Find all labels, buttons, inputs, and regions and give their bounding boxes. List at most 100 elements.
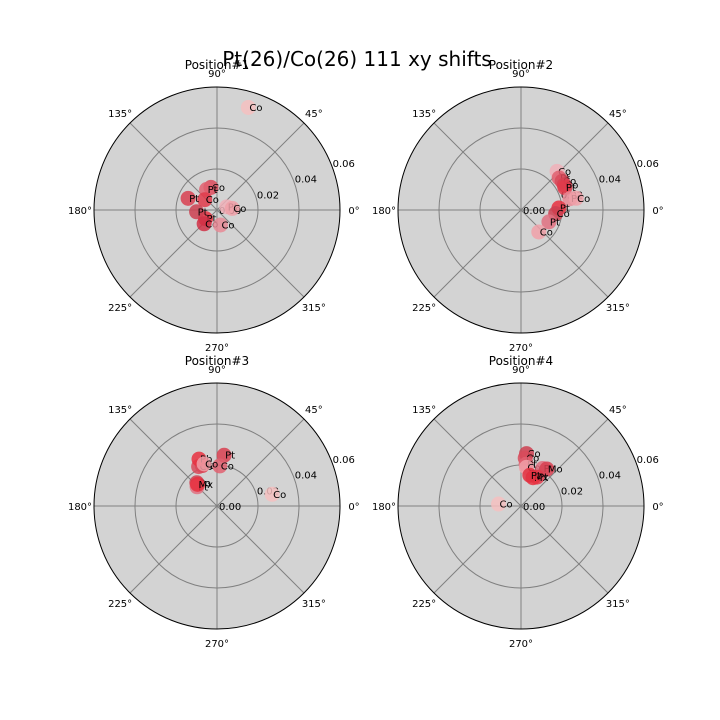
polar-panel: 0°45°90°135°180°225°270°315°0.000.020.04… xyxy=(68,58,360,354)
data-point-label: Co xyxy=(526,454,539,465)
r-tick-label: 0.04 xyxy=(295,471,317,482)
r-tick-label: 0.06 xyxy=(637,159,659,170)
theta-tick-label: 45° xyxy=(609,405,627,416)
r-tick-label: 0.06 xyxy=(333,159,355,170)
r-tick-label: 0.06 xyxy=(637,455,659,466)
r-tick-label: 0.00 xyxy=(523,502,545,513)
theta-grid-spoke xyxy=(216,122,305,211)
theta-tick-label: 315° xyxy=(302,303,326,314)
data-point-label: Pt xyxy=(538,473,548,484)
data-point-label: Mx xyxy=(199,480,214,491)
r-tick-label: 0.04 xyxy=(295,175,317,186)
polar-panel: 0°45°90°135°180°225°270°315°0.000.020.04… xyxy=(372,354,664,650)
data-point xyxy=(541,214,557,230)
theta-tick-label: 45° xyxy=(305,405,323,416)
theta-tick-label: 0° xyxy=(348,206,359,217)
data-point-label: Co xyxy=(212,183,225,194)
data-point xyxy=(196,456,212,472)
data-point-label: Co xyxy=(577,194,590,205)
data-point-label: Pt xyxy=(550,217,560,228)
data-point-label: Pt xyxy=(189,194,199,205)
theta-tick-label: 0° xyxy=(348,502,359,513)
theta-grid-spoke xyxy=(433,209,522,298)
data-point-label: Co xyxy=(205,459,218,470)
theta-grid-spoke xyxy=(520,209,609,298)
panel-title: Position#3 xyxy=(185,354,249,368)
data-point xyxy=(491,496,507,512)
theta-tick-label: 90° xyxy=(512,69,530,80)
theta-tick-label: 180° xyxy=(372,206,396,217)
theta-grid-spoke xyxy=(129,505,218,594)
polar-frame xyxy=(93,382,341,630)
theta-tick-label: 135° xyxy=(108,405,132,416)
theta-grid-spoke xyxy=(433,418,522,507)
data-point xyxy=(568,190,584,206)
data-point-label: Pt xyxy=(207,214,217,225)
theta-tick-label: 135° xyxy=(108,109,132,120)
theta-grid-spoke xyxy=(520,122,609,211)
data-point-label: Pt xyxy=(225,451,235,462)
theta-tick-label: 45° xyxy=(305,109,323,120)
data-point xyxy=(189,204,205,220)
data-point-label: Mo xyxy=(548,465,563,476)
data-point xyxy=(197,192,213,208)
theta-grid-spoke xyxy=(520,505,609,594)
theta-tick-label: 270° xyxy=(205,639,229,650)
data-point-label: Pt xyxy=(531,471,541,482)
data-point-label: Co xyxy=(273,490,286,501)
data-point-label: Co xyxy=(500,500,513,511)
data-point-label: Co xyxy=(558,167,571,178)
theta-tick-label: 225° xyxy=(108,303,132,314)
theta-tick-label: 270° xyxy=(205,343,229,354)
theta-tick-label: 225° xyxy=(412,303,436,314)
polar-frame xyxy=(93,86,341,334)
theta-tick-label: 135° xyxy=(412,405,436,416)
theta-tick-label: 0° xyxy=(652,206,663,217)
data-point-label: Co xyxy=(557,209,570,220)
theta-tick-label: 315° xyxy=(302,599,326,610)
theta-tick-label: 90° xyxy=(512,365,530,376)
theta-grid-spoke xyxy=(216,505,305,594)
data-point-label: Co xyxy=(205,219,218,230)
polar-frame xyxy=(397,382,645,630)
data-point-label: Pt xyxy=(208,185,218,196)
theta-tick-label: 315° xyxy=(606,599,630,610)
r-tick-label: 0.02 xyxy=(561,486,583,497)
theta-tick-label: 0° xyxy=(652,502,663,513)
data-point xyxy=(522,467,538,483)
theta-tick-label: 180° xyxy=(68,502,92,513)
data-point xyxy=(264,486,280,502)
data-point-label: Co xyxy=(221,220,234,231)
theta-grid-spoke xyxy=(216,209,305,298)
polar-panel: 0°45°90°135°180°225°270°315°0.000.020.04… xyxy=(68,354,360,650)
theta-tick-label: 225° xyxy=(108,599,132,610)
panel-title: Position#1 xyxy=(185,58,249,72)
data-point-label: Co xyxy=(540,227,553,238)
theta-grid-spoke xyxy=(433,505,522,594)
figure-title: Pt(26)/Co(26) 111 xy shifts xyxy=(222,47,491,71)
data-point xyxy=(212,458,228,474)
theta-tick-label: 225° xyxy=(412,599,436,610)
theta-tick-label: 45° xyxy=(609,109,627,120)
data-point-label: Co xyxy=(221,461,234,472)
theta-tick-label: 90° xyxy=(208,365,226,376)
data-point-label: Co xyxy=(206,195,219,206)
r-tick-label: 0.06 xyxy=(333,455,355,466)
theta-tick-label: 135° xyxy=(412,109,436,120)
data-point-label: Co xyxy=(527,463,540,474)
polar-panel: 0°45°90°135°180°225°270°315°0.000.020.04… xyxy=(372,58,664,354)
theta-grid-spoke xyxy=(216,418,305,507)
theta-tick-label: 315° xyxy=(606,303,630,314)
theta-tick-label: 180° xyxy=(68,206,92,217)
panel-title: Position#2 xyxy=(489,58,553,72)
data-point-label: Mx xyxy=(534,473,549,484)
panel-title: Position#4 xyxy=(489,354,553,368)
data-point-label: Pt xyxy=(566,183,576,194)
data-point xyxy=(531,224,547,240)
data-point xyxy=(190,476,206,492)
data-point-label: Co xyxy=(233,204,246,215)
data-point xyxy=(196,216,212,232)
polar-frame xyxy=(397,86,645,334)
data-point xyxy=(224,200,240,216)
